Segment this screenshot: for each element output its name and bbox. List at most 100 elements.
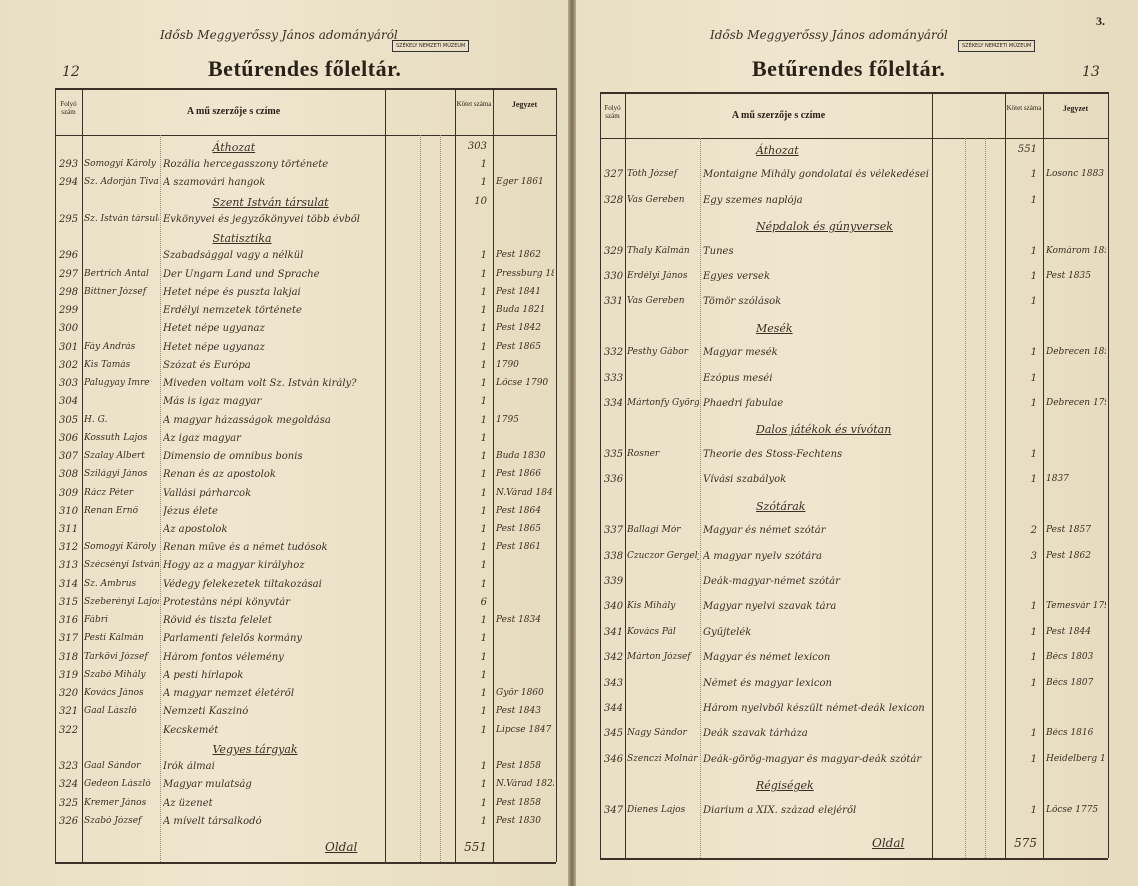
entry-title: Rozália hercegasszony története: [163, 159, 329, 171]
entry-note: Debrecen 1797: [1046, 398, 1106, 409]
rule: [493, 88, 494, 862]
entry-title: Vívási szabályok: [703, 474, 787, 486]
entry-title: Jézus élete: [163, 505, 218, 517]
owner-note: Idősb Meggyerőssy János adományáról: [710, 28, 948, 42]
entry-note: Losonc 1883: [1046, 169, 1105, 180]
entry-volumes: 1: [1030, 169, 1037, 181]
section-heading: Áthozat: [756, 144, 799, 157]
entry-volumes: 1: [1030, 194, 1037, 206]
entry-volumes: 1: [1030, 296, 1037, 308]
entry-title: Három fontos vélemény: [163, 651, 284, 663]
entry-note: Győr 1860: [496, 688, 544, 699]
entry-title: Diarium a XIX. század elejéről: [703, 804, 857, 816]
entry-number: 342: [604, 652, 624, 664]
entry-title: A pesti hírlapok: [163, 669, 244, 681]
section-heading: Vegyes tárgyak: [212, 742, 298, 756]
entry-volumes: 1: [1030, 372, 1037, 384]
entry-title: A magyar házasságok megoldása: [163, 414, 331, 426]
entry-number: 319: [59, 669, 79, 681]
entry-number: 343: [604, 677, 624, 689]
entry-title: A mívelt társalkodó: [163, 815, 262, 827]
entry-note: Bécs 1803: [1046, 652, 1094, 663]
entry-number: 303: [59, 378, 79, 390]
rule: [82, 88, 83, 862]
entry-number: 344: [604, 702, 624, 714]
section-heading: Népdalok és gúnyversek: [756, 220, 893, 234]
rule: [600, 858, 1108, 860]
page-title: Betűrendes főleltár.: [752, 56, 946, 81]
entry-note: Lipcse 1847: [496, 724, 552, 735]
entry-volumes: 1: [480, 651, 487, 663]
entry-volumes: 1: [480, 724, 487, 736]
entry-title: Tunes: [703, 245, 734, 257]
entry-note: Pest 1862: [496, 250, 541, 261]
entry-title: Deák-görög-magyar és magyar-deák szótár: [703, 753, 922, 765]
entry-note: Komárom 1853: [1046, 245, 1106, 256]
entry-volumes: 1: [1030, 601, 1037, 613]
entry-author: Sz. Ambrus: [84, 578, 137, 589]
rule: [55, 88, 56, 862]
entry-note: Lőcse 1790: [496, 378, 549, 389]
section-heading: Statisztika: [212, 232, 272, 246]
col-header: Jegyzet: [511, 100, 538, 109]
rule: [556, 88, 557, 862]
entry-number: 322: [59, 724, 79, 736]
entry-number: 299: [59, 305, 79, 317]
entry-volumes: 1: [480, 432, 487, 444]
rule: [1043, 92, 1044, 858]
entry-note: 1795: [496, 414, 519, 425]
entry-author: Tóth József: [627, 169, 678, 180]
entry-title: Kecskemét: [163, 724, 219, 736]
entry-volumes: 1: [480, 505, 487, 517]
stamp: SZÉKELY NEMZETI MÚZEUM: [958, 40, 1036, 52]
entry-title: A magyar nemzet életéről: [163, 688, 295, 700]
entry-note: Pest 1858: [496, 797, 541, 808]
entry-number: 306: [59, 432, 79, 444]
entry-title: A szamovári hangok: [163, 177, 266, 189]
entry-volumes: 1: [480, 615, 487, 627]
entry-author: Gaal Sándor: [84, 761, 141, 772]
entry-volumes: 3: [1030, 550, 1037, 562]
entry-number: 296: [59, 250, 79, 262]
entry-note: Heidelberg 1621: [1046, 753, 1106, 764]
entry-volumes: 1: [480, 761, 487, 773]
col-header: Folyó szám: [604, 104, 621, 120]
col-header: A mű szerzője s czíme: [186, 106, 281, 117]
entry-number: 316: [59, 615, 79, 627]
dotted-rule: [440, 135, 441, 862]
right-page: Idősb Meggyerőssy János adományáról SZÉKE…: [574, 0, 1138, 886]
section-heading: Szent István társulat: [212, 195, 329, 209]
entry-volumes: 551: [1017, 144, 1037, 155]
entry-author: Somogyi Károly: [84, 542, 156, 553]
entry-volumes: 1: [480, 414, 487, 426]
section-heading: Szótárak: [756, 499, 806, 513]
entry-note: Pest 1857: [1046, 525, 1091, 536]
entry-note: Pest 1862: [1046, 550, 1091, 561]
entry-number: 329: [604, 245, 624, 257]
rule: [1005, 92, 1006, 858]
entry-title: Montaigne Mihály gondolatai és vélekedés…: [703, 169, 929, 181]
entry-volumes: 1: [480, 487, 487, 499]
entry-volumes: 1: [1030, 652, 1037, 664]
entry-number: 305: [59, 414, 79, 426]
entry-volumes: 1: [1030, 753, 1037, 765]
entry-volumes: 1: [480, 323, 487, 335]
entry-number: 320: [59, 688, 79, 700]
rule: [600, 92, 1108, 94]
entry-title: Magyar mulatság: [163, 779, 252, 791]
entry-author: Nagy Sándor: [627, 728, 687, 739]
entry-author: Dienes Lajos: [627, 804, 686, 815]
entry-volumes: 1: [1030, 626, 1037, 638]
entry-title: Miveden voltam volt Sz. István király?: [163, 378, 357, 390]
entry-author: Sz. István társulat: [84, 213, 159, 224]
entry-author: Rosner: [627, 448, 660, 459]
entry-author: Márton József: [627, 652, 691, 663]
rule: [55, 862, 556, 864]
entry-title: Dimensio de omnibus bonis: [163, 451, 303, 463]
entry-title: Egyes versek: [703, 271, 771, 283]
entry-volumes: 1: [1030, 804, 1037, 816]
entry-author: Vas Gereben: [627, 194, 685, 205]
entry-number: 310: [59, 505, 79, 517]
entry-number: 307: [59, 451, 79, 463]
entry-volumes: 1: [1030, 448, 1037, 460]
